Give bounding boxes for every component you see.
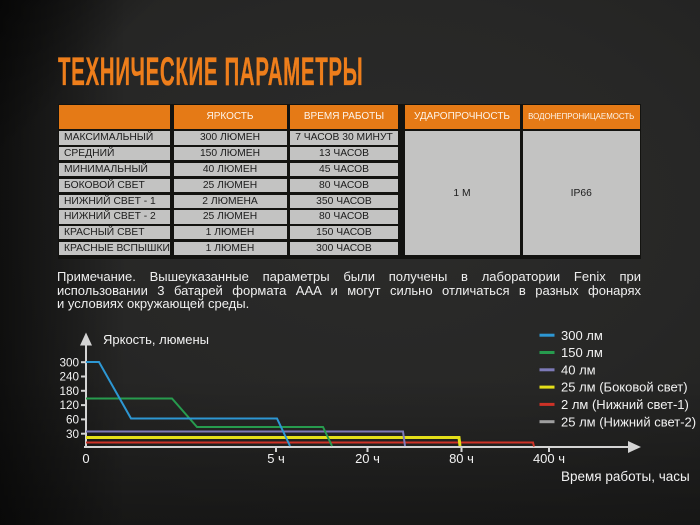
- svg-text:40 лм: 40 лм: [561, 362, 596, 377]
- svg-text:25 лм (Боковой свет): 25 лм (Боковой свет): [561, 380, 688, 395]
- svg-text:150 лм: 150 лм: [561, 345, 603, 360]
- svg-text:80 ч: 80 ч: [449, 451, 474, 466]
- svg-text:25 лм (Нижний свет-2): 25 лм (Нижний свет-2): [561, 414, 696, 429]
- svg-text:400 ч: 400 ч: [533, 451, 565, 466]
- svg-text:Яркость, люмены: Яркость, люмены: [103, 332, 209, 347]
- svg-text:2 лм (Нижний свет-1): 2 лм (Нижний свет-1): [561, 397, 689, 412]
- svg-text:Время работы, часы: Время работы, часы: [561, 469, 690, 484]
- svg-text:5 ч: 5 ч: [267, 451, 285, 466]
- svg-text:60: 60: [66, 414, 80, 427]
- svg-text:120: 120: [59, 399, 79, 412]
- svg-text:0: 0: [82, 451, 89, 466]
- svg-text:240: 240: [59, 371, 79, 384]
- svg-text:30: 30: [66, 428, 80, 441]
- svg-text:180: 180: [59, 385, 79, 398]
- svg-text:300 лм: 300 лм: [561, 328, 603, 343]
- svg-text:300: 300: [59, 356, 79, 369]
- svg-text:20 ч: 20 ч: [355, 451, 380, 466]
